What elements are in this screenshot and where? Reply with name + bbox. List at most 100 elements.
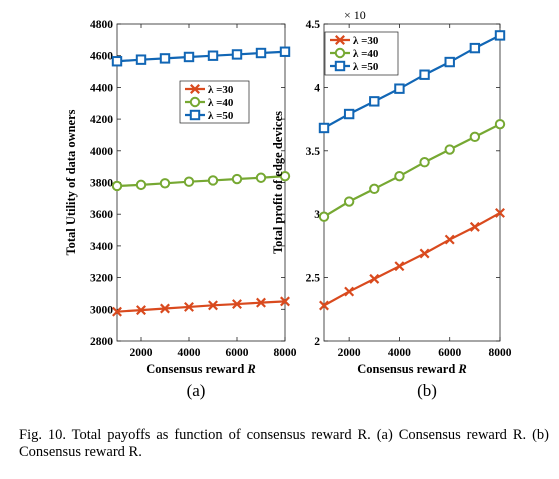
data-point (469, 131, 481, 143)
data-point (394, 261, 405, 272)
data-point (279, 170, 291, 182)
panel-label: (a) (187, 381, 206, 400)
data-point (279, 46, 291, 57)
data-point (318, 122, 330, 134)
data-point (112, 306, 122, 317)
y-tick-label: 4600 (90, 51, 113, 63)
x-tick-label: 6000 (226, 347, 249, 359)
data-point (444, 234, 455, 245)
y-tick-label: 4000 (90, 146, 113, 158)
y-tick-label: 3800 (90, 178, 113, 190)
data-point (231, 49, 243, 60)
data-point (419, 248, 430, 259)
y-tick-label: 2800 (90, 336, 113, 348)
chart-panel-2: 2 2.5 3 3.5 4 4.5 2000 4000 6000 8000 Consensus re… (271, 8, 512, 400)
data-point (494, 30, 506, 41)
y-tick-label: 2.5 (306, 273, 321, 285)
data-point (369, 96, 380, 107)
data-point (183, 51, 195, 63)
data-point (280, 296, 290, 307)
data-point (184, 301, 194, 312)
data-point (444, 56, 455, 68)
y-tick-label: 4200 (90, 114, 113, 126)
data-point (318, 211, 330, 222)
legend-label: λ =50 (353, 61, 379, 73)
y-tick-label: 3000 (90, 304, 113, 316)
data-point (469, 42, 481, 54)
y-axis-label: Total Utility of data owners (64, 109, 78, 255)
y-tick-label: 4.5 (306, 19, 321, 31)
legend: λ =30λ =40λ =50 (179, 80, 250, 124)
x-tick-label: 2000 (338, 347, 361, 359)
data-point (160, 303, 170, 314)
y-tick-label: 4800 (90, 19, 113, 31)
series-line-1 (116, 300, 286, 313)
data-point (207, 50, 219, 61)
y-axis-label: Total profit of edge devices (271, 111, 285, 254)
y-tick-label: 3 (314, 209, 320, 221)
x-tick-label: 8000 (489, 347, 512, 359)
y-tick-label: 3600 (90, 209, 113, 221)
data-point (344, 286, 355, 297)
x-tick-label: 6000 (438, 347, 461, 359)
legend-label: λ =30 (353, 35, 379, 47)
data-point (232, 299, 242, 310)
legend-label: λ =40 (208, 97, 234, 109)
x-axis-variable: R (246, 362, 255, 376)
data-point (183, 176, 195, 187)
y-tick-label: 3400 (90, 241, 113, 253)
y-tick-label: 3.5 (306, 146, 321, 158)
data-point (207, 175, 219, 186)
data-point (255, 172, 267, 183)
figure-caption: Fig. 10. Total payoffs as function of co… (19, 427, 549, 460)
legend-label: λ =50 (208, 110, 234, 122)
data-point (369, 273, 380, 284)
x-axis-label: Consensus reward R (146, 362, 256, 376)
data-point (419, 69, 430, 80)
data-point (343, 108, 355, 120)
y-tick-label: 4 (314, 82, 320, 94)
y-tick-label: 2 (314, 336, 320, 348)
data-point (495, 207, 505, 218)
legend-marker (335, 35, 345, 45)
data-point (369, 183, 380, 195)
x-tick-label: 2000 (130, 347, 153, 359)
legend-label: λ =40 (353, 48, 379, 60)
data-point (444, 144, 455, 155)
legend-label: λ =30 (208, 84, 234, 96)
data-point (159, 178, 171, 189)
y-tick-label: 4400 (90, 82, 113, 94)
data-point (135, 54, 147, 65)
data-point (111, 56, 123, 67)
x-tick-label: 4000 (178, 347, 201, 359)
data-point (136, 305, 146, 316)
data-point (256, 297, 266, 308)
data-point (319, 300, 329, 311)
plot-area (323, 23, 501, 342)
data-point (419, 157, 430, 168)
x-axis-label: Consensus reward R (357, 362, 467, 376)
data-point (255, 47, 267, 59)
x-tick-label: 4000 (388, 347, 411, 359)
legend-marker (334, 47, 346, 59)
panel-label: (b) (417, 381, 437, 400)
data-point (135, 179, 147, 191)
legend-marker (190, 84, 200, 94)
legend-marker (334, 60, 346, 72)
data-point (469, 221, 480, 232)
legend: λ =30λ =40λ =50 (324, 31, 399, 76)
chart-panel-1: 2800 3000 3200 3400 3600 3800 4000 4200 4400 4600… (64, 19, 297, 400)
legend-marker (189, 109, 201, 121)
x-axis-variable: R (457, 362, 466, 376)
data-point (231, 173, 243, 185)
y-exponent-label: × 10 (344, 8, 366, 22)
data-point (394, 83, 405, 94)
y-tick-label: 3200 (90, 273, 113, 285)
series-line-1 (323, 211, 501, 307)
data-point (394, 170, 405, 182)
legend-marker (189, 96, 201, 108)
data-point (343, 196, 355, 207)
data-point (111, 180, 123, 192)
data-point (159, 53, 171, 64)
